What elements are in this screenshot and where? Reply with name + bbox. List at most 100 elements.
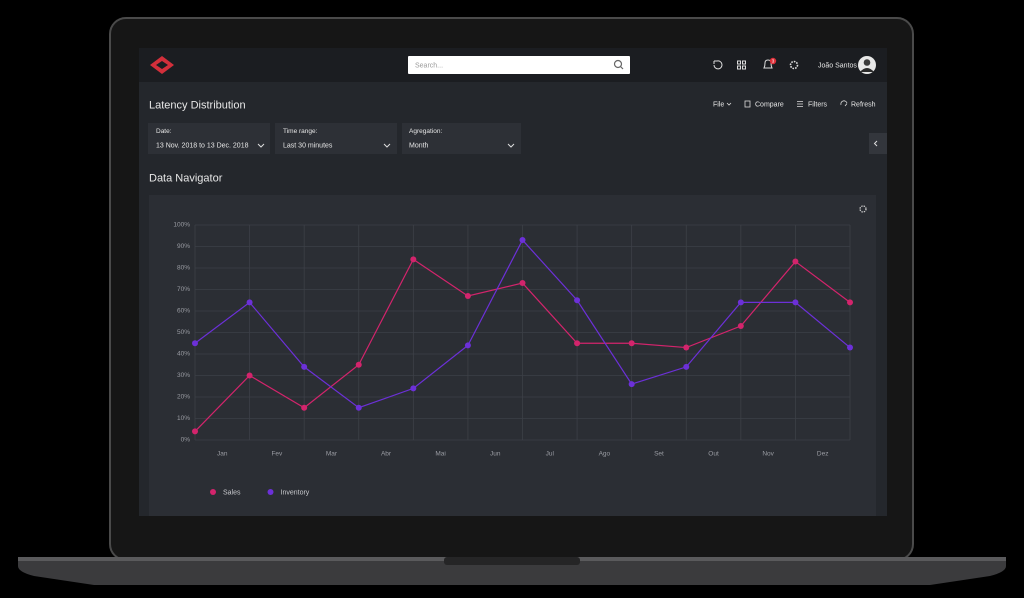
compare-icon <box>744 100 751 108</box>
data-point <box>792 258 799 265</box>
filter-label: Agregation: <box>409 128 442 135</box>
data-point <box>574 297 581 304</box>
search-box[interactable]: Search... <box>408 56 630 74</box>
action-label[interactable]: Refresh <box>851 101 876 108</box>
user-name[interactable]: João Santos <box>818 62 857 69</box>
search-icon[interactable] <box>613 59 623 69</box>
x-tick-label: Jan <box>217 451 228 458</box>
chart-settings-icon[interactable] <box>859 205 867 213</box>
legend-swatch <box>267 489 274 495</box>
filter-value: 13 Nov. 2018 to 13 Dec. 2018 <box>156 142 249 149</box>
compare-action[interactable]: Compare <box>744 100 784 108</box>
filter-date[interactable]: Date: 13 Nov. 2018 to 13 Dec. 2018 <box>148 123 270 154</box>
data-point <box>355 361 362 368</box>
data-point <box>847 344 853 351</box>
data-point <box>464 292 471 299</box>
data-point <box>628 381 635 388</box>
y-tick-label: 100% <box>173 222 190 229</box>
filter-box[interactable] <box>148 123 270 154</box>
action-label[interactable]: Compare <box>755 101 784 108</box>
laptop-base <box>18 557 1006 585</box>
x-tick-label: Fev <box>271 451 283 458</box>
side-panel-caret <box>873 140 878 147</box>
data-point <box>847 299 853 306</box>
data-point <box>683 363 690 370</box>
filter-box[interactable] <box>402 123 521 154</box>
data-point <box>737 323 744 330</box>
bell-icon[interactable] <box>763 59 773 69</box>
settings-icon[interactable] <box>789 60 799 70</box>
refresh-icon <box>840 100 848 107</box>
notification-badge <box>769 57 777 65</box>
x-tick-label: Mar <box>326 451 338 458</box>
filter-value: Month <box>409 142 429 149</box>
y-tick-label: 50% <box>177 329 190 336</box>
y-tick-label: 30% <box>177 372 190 379</box>
section-title: Data Navigator <box>149 172 223 184</box>
y-tick-label: 80% <box>177 265 190 272</box>
filter-aggregation[interactable]: Agregation: Month <box>402 123 521 154</box>
data-point <box>192 340 198 347</box>
data-point <box>355 404 362 411</box>
data-point <box>519 237 526 244</box>
action-label[interactable]: Filters <box>808 101 828 108</box>
filter-caret <box>383 143 391 148</box>
action-label[interactable]: File <box>713 101 724 108</box>
data-point <box>628 340 635 347</box>
filter-caret <box>507 143 515 148</box>
history-icon[interactable] <box>713 60 723 70</box>
y-tick-label: 40% <box>177 351 190 358</box>
y-tick-label: 10% <box>177 415 190 422</box>
y-tick-label: 90% <box>177 243 190 250</box>
filter-caret <box>257 143 265 148</box>
x-tick-label: Nov <box>762 451 774 458</box>
x-tick-label: Ago <box>599 451 611 458</box>
data-point <box>192 428 198 435</box>
x-tick-label: Abr <box>381 451 392 458</box>
data-point <box>301 363 308 370</box>
dropdown-caret <box>726 102 732 106</box>
plot: 0% 10% 20% 30% 40% 50% 60% 70% 80% 90% 100% Jan Fev M… <box>173 222 853 496</box>
filter-label: Time range: <box>283 128 318 135</box>
data-point <box>737 299 744 306</box>
filter-time-range[interactable]: Time range: Last 30 minutes <box>275 123 397 154</box>
filters-icon <box>797 101 803 107</box>
avatar-head <box>863 59 871 66</box>
legend-label: Sales <box>223 489 241 496</box>
side-panel-toggle[interactable] <box>869 133 887 154</box>
search-placeholder: Search... <box>415 62 443 69</box>
x-tick-label: Jun <box>490 451 501 458</box>
legend-label: Inventory <box>281 489 310 496</box>
data-point <box>246 372 253 379</box>
page-title: Latency Distribution <box>149 99 246 111</box>
x-tick-label: Dez <box>817 451 829 458</box>
refresh-action[interactable]: Refresh <box>840 100 876 109</box>
x-tick-label: Set <box>654 451 664 458</box>
data-point <box>301 404 308 411</box>
y-tick-label: 0% <box>181 437 191 444</box>
x-tick-label: Mai <box>435 451 445 458</box>
apps-icon[interactable] <box>737 60 746 70</box>
data-point <box>410 256 417 263</box>
x-tick-label: Jul <box>546 451 555 458</box>
data-point <box>683 344 690 351</box>
filter-value: Last 30 minutes <box>283 142 333 149</box>
logo[interactable] <box>150 56 174 74</box>
y-tick-label: 60% <box>177 308 190 315</box>
x-tick-label: Out <box>708 451 719 458</box>
chart-panel <box>149 195 876 516</box>
filters-action[interactable]: Filters <box>797 101 828 108</box>
y-tick-label: 70% <box>177 286 190 293</box>
data-point <box>574 340 581 347</box>
search-field[interactable] <box>408 56 630 74</box>
data-point <box>792 299 799 306</box>
avatar-body <box>860 68 874 72</box>
data-point <box>519 280 526 287</box>
laptop-notch <box>444 557 580 565</box>
file-action[interactable]: File <box>713 101 732 108</box>
data-point <box>410 385 417 392</box>
data-point <box>464 342 471 349</box>
filter-box[interactable] <box>275 123 397 154</box>
filter-label: Date: <box>156 128 172 135</box>
